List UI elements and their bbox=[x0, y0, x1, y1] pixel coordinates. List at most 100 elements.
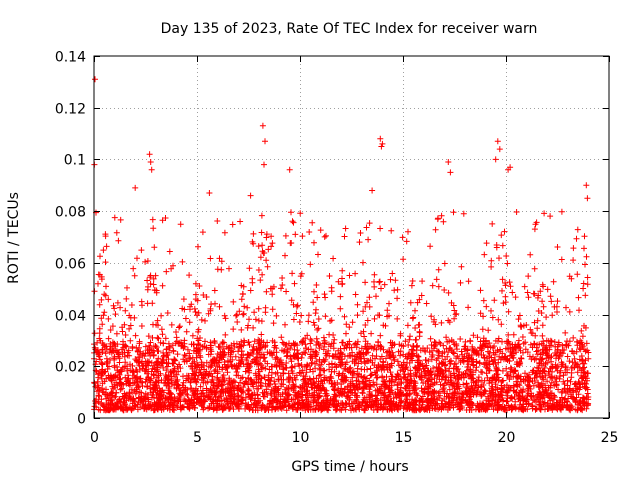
data-point bbox=[347, 394, 353, 401]
data-point bbox=[162, 395, 169, 402]
data-point bbox=[429, 282, 436, 289]
data-point bbox=[499, 350, 506, 357]
data-point bbox=[577, 405, 584, 412]
data-point bbox=[483, 303, 490, 310]
data-point bbox=[221, 229, 228, 236]
data-point bbox=[318, 387, 324, 394]
data-point bbox=[283, 288, 290, 295]
data-point bbox=[254, 391, 261, 398]
data-point bbox=[180, 296, 187, 303]
data-point bbox=[380, 322, 387, 329]
data-point bbox=[543, 350, 550, 357]
data-point bbox=[132, 390, 139, 397]
data-point bbox=[252, 316, 259, 323]
data-point bbox=[561, 385, 568, 392]
data-point bbox=[145, 362, 152, 369]
data-point bbox=[389, 270, 396, 277]
data-point bbox=[392, 277, 399, 284]
data-point bbox=[184, 346, 191, 353]
data-point bbox=[416, 329, 423, 336]
data-point bbox=[576, 400, 583, 407]
data-point bbox=[434, 347, 440, 354]
data-point bbox=[305, 346, 312, 353]
data-point bbox=[456, 406, 463, 413]
data-point bbox=[220, 339, 227, 346]
data-point bbox=[470, 348, 477, 355]
data-point bbox=[112, 311, 119, 318]
data-point bbox=[562, 329, 569, 336]
data-point bbox=[316, 372, 323, 379]
data-point bbox=[489, 314, 496, 321]
data-point bbox=[504, 382, 510, 389]
data-point bbox=[131, 314, 138, 321]
data-point bbox=[408, 282, 415, 289]
data-point bbox=[474, 334, 481, 341]
data-point bbox=[148, 166, 155, 173]
data-point bbox=[387, 339, 394, 346]
data-point bbox=[352, 405, 359, 412]
data-point bbox=[342, 225, 349, 232]
data-point bbox=[248, 401, 255, 408]
data-point bbox=[131, 272, 138, 279]
data-point bbox=[558, 256, 565, 263]
data-point bbox=[244, 351, 251, 358]
data-point bbox=[445, 289, 452, 296]
data-point bbox=[226, 344, 233, 351]
data-point bbox=[286, 166, 293, 173]
data-point bbox=[393, 401, 400, 408]
data-point bbox=[496, 255, 502, 262]
data-point bbox=[97, 253, 103, 260]
data-point bbox=[575, 378, 582, 385]
data-point bbox=[552, 350, 558, 356]
data-point bbox=[160, 364, 167, 371]
data-point bbox=[576, 307, 582, 314]
data-point bbox=[418, 370, 425, 376]
data-point bbox=[445, 401, 452, 407]
data-point bbox=[524, 349, 531, 356]
data-point bbox=[454, 366, 460, 373]
data-point bbox=[548, 342, 555, 349]
data-point bbox=[311, 322, 318, 329]
data-point bbox=[145, 333, 152, 340]
data-point bbox=[504, 260, 511, 267]
data-point bbox=[311, 391, 318, 398]
data-point bbox=[489, 358, 496, 365]
data-point bbox=[110, 302, 117, 309]
data-point bbox=[355, 360, 362, 367]
data-point bbox=[170, 348, 177, 355]
data-point bbox=[504, 357, 511, 363]
data-point bbox=[286, 391, 293, 398]
data-point bbox=[95, 280, 101, 287]
data-point bbox=[213, 407, 220, 414]
data-point bbox=[465, 361, 472, 368]
data-point bbox=[238, 326, 245, 333]
data-point bbox=[127, 337, 134, 344]
data-point bbox=[382, 379, 389, 385]
data-point bbox=[585, 370, 591, 377]
data-point bbox=[130, 265, 137, 272]
data-point bbox=[121, 400, 128, 407]
data-point bbox=[233, 384, 240, 391]
data-point bbox=[232, 353, 239, 360]
data-point bbox=[292, 389, 299, 396]
data-point bbox=[177, 365, 184, 372]
data-point bbox=[181, 352, 188, 358]
data-point bbox=[357, 350, 364, 357]
data-point bbox=[377, 225, 384, 232]
data-point bbox=[582, 292, 589, 299]
data-point bbox=[150, 275, 157, 282]
data-point bbox=[499, 338, 505, 345]
data-point bbox=[119, 324, 126, 331]
data-point bbox=[503, 253, 510, 259]
data-point bbox=[432, 226, 439, 233]
data-point bbox=[570, 334, 577, 341]
data-point bbox=[557, 349, 564, 356]
data-point bbox=[410, 400, 417, 407]
data-point bbox=[154, 368, 161, 375]
data-point bbox=[444, 353, 451, 360]
data-point bbox=[343, 321, 350, 328]
data-point bbox=[128, 302, 135, 308]
data-point bbox=[360, 259, 366, 266]
data-point bbox=[117, 368, 124, 375]
data-point bbox=[183, 358, 190, 365]
